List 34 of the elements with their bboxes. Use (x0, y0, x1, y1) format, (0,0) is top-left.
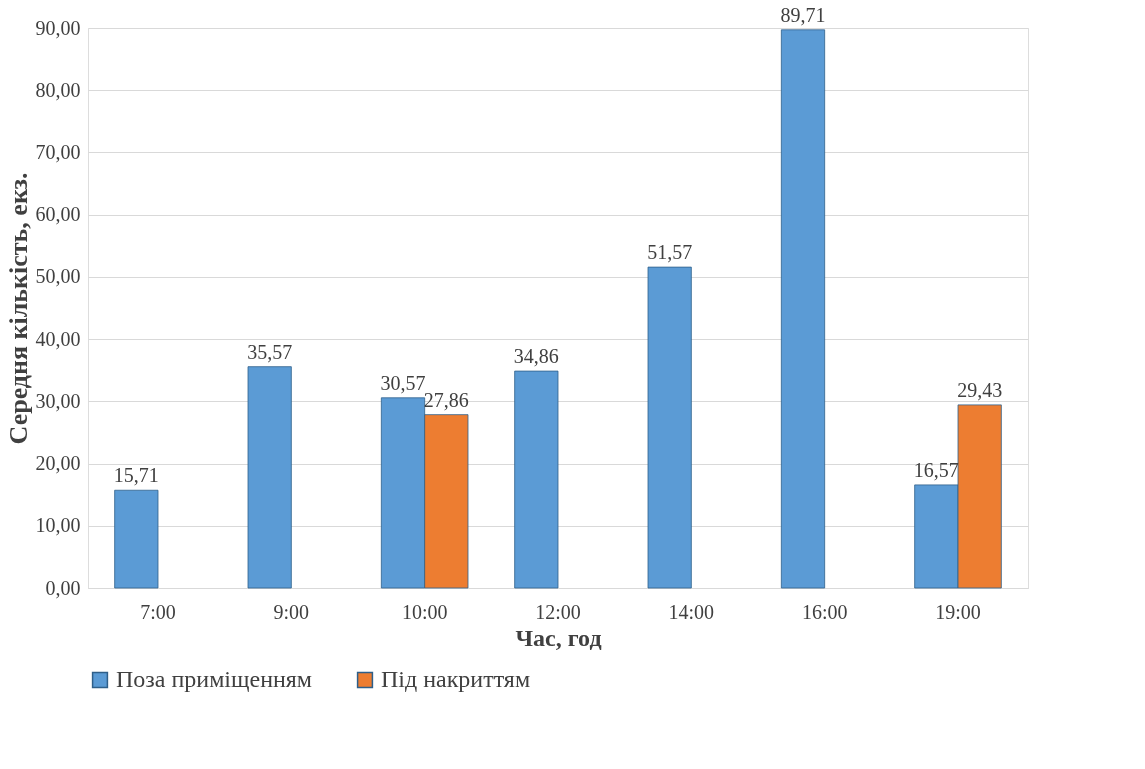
data-label: 29,43 (957, 378, 1003, 401)
y-tick-label: 90,00 (35, 16, 81, 39)
bar (114, 489, 159, 589)
data-label: 89,71 (780, 3, 826, 26)
data-label: 35,57 (247, 340, 293, 363)
y-tick-label: 70,00 (35, 140, 81, 163)
y-tick-label: 50,00 (35, 265, 81, 288)
y-tick-label: 40,00 (35, 327, 81, 350)
bar (780, 29, 826, 589)
y-tick-label: 80,00 (35, 78, 81, 101)
data-label: 30,57 (380, 371, 426, 394)
x-tick-label: 19:00 (935, 600, 981, 623)
legend-label: Під накриттям (381, 666, 531, 692)
y-tick-label: 0,00 (45, 576, 81, 599)
bar (514, 370, 559, 589)
x-tick-label: 7:00 (140, 600, 176, 623)
bar (647, 266, 692, 589)
legend-label: Поза приміщенням (116, 666, 313, 692)
bar (247, 366, 292, 589)
data-label: 34,86 (513, 345, 559, 368)
x-axis-title: Час, год (515, 624, 602, 651)
data-label: 51,57 (647, 241, 693, 264)
x-tick-label: 16:00 (801, 600, 848, 623)
y-axis-title: Середня кількість, екз. (3, 172, 33, 445)
data-label: 15,71 (113, 464, 159, 487)
y-tick-label: 10,00 (35, 514, 81, 537)
x-tick-label: 9:00 (273, 600, 310, 623)
y-tick-label: 60,00 (35, 203, 81, 226)
x-tick-label: 14:00 (668, 600, 715, 623)
y-tick-label: 30,00 (35, 389, 81, 412)
data-label: 27,86 (423, 388, 469, 411)
x-tick-label: 10:00 (401, 600, 448, 623)
x-tick-label: 12:00 (535, 600, 581, 623)
y-tick-label: 20,00 (35, 452, 81, 475)
